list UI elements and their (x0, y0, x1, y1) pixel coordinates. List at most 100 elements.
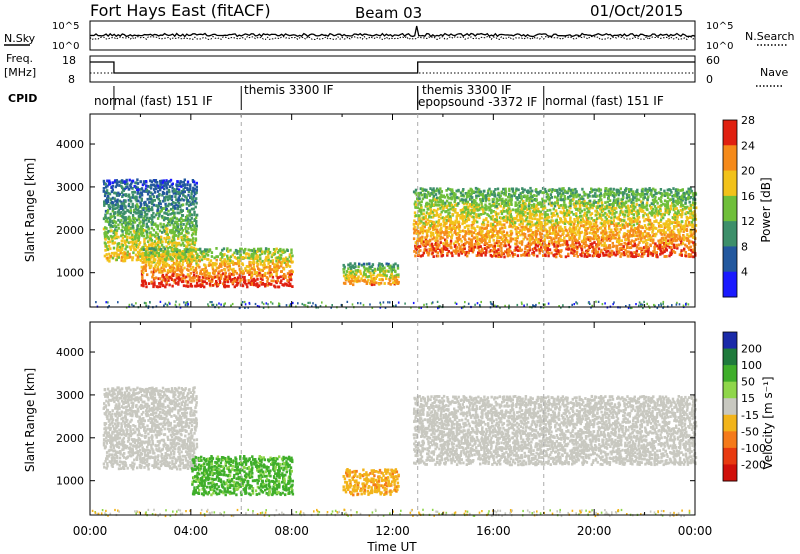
data-cell (151, 273, 155, 276)
data-cell (430, 220, 433, 223)
data-cell (372, 281, 376, 285)
data-cell (422, 240, 426, 244)
data-cell (174, 207, 177, 210)
data-cell (497, 248, 500, 251)
data-cell (513, 194, 516, 198)
data-cell (173, 252, 176, 256)
data-cell (141, 277, 144, 280)
data-cell (414, 247, 417, 250)
data-cell (432, 255, 435, 258)
data-cell (194, 199, 197, 203)
data-cell (166, 180, 169, 184)
data-cell (468, 245, 471, 249)
data-cell (431, 188, 434, 192)
data-cell (171, 263, 174, 267)
data-cell (198, 265, 201, 269)
data-cell (427, 207, 430, 211)
data-cell (131, 216, 135, 219)
data-cell (532, 203, 536, 206)
data-cell (394, 275, 397, 279)
data-cell (157, 252, 160, 255)
data-cell (349, 281, 352, 285)
data-cell (250, 279, 253, 282)
data-cell (124, 182, 127, 185)
data-cell (156, 181, 159, 184)
data-cell (384, 269, 387, 273)
data-cell (150, 223, 154, 226)
data-cell (122, 201, 126, 205)
data-cell (159, 222, 162, 226)
data-cell (478, 237, 482, 241)
data-cell (448, 215, 452, 218)
data-cell (431, 199, 434, 202)
data-cell (132, 219, 136, 222)
data-cell (494, 188, 497, 191)
data-cell (416, 243, 419, 247)
data-cell (158, 185, 162, 189)
data-cell (145, 188, 149, 192)
data-cell (387, 262, 390, 266)
data-cell (641, 226, 644, 230)
data-cell (394, 269, 397, 273)
data-cell (111, 205, 114, 209)
data-cell (436, 224, 440, 228)
data-cell (263, 265, 266, 269)
data-cell (108, 179, 111, 183)
data-cell (515, 232, 518, 236)
data-cell (160, 280, 163, 284)
data-cell (276, 256, 279, 260)
data-cell (238, 257, 242, 261)
data-cell (121, 255, 124, 259)
data-cell (366, 267, 369, 271)
data-cell (106, 258, 109, 262)
data-cell (451, 254, 454, 258)
data-cell (235, 271, 238, 275)
data-cell (143, 240, 146, 244)
data-cell (559, 225, 562, 229)
data-cell (138, 221, 141, 225)
data-cell (241, 256, 245, 259)
data-cell (237, 256, 240, 260)
data-cell (385, 274, 388, 278)
data-cell (464, 242, 467, 245)
data-cell (189, 283, 193, 286)
data-cell (429, 208, 433, 212)
data-cell (190, 279, 193, 283)
data-cell (181, 203, 185, 207)
data-cell (183, 276, 187, 280)
data-cell (190, 192, 193, 196)
data-cell (421, 189, 424, 192)
data-cell (145, 230, 149, 234)
data-cell (226, 278, 229, 282)
data-cell (452, 205, 455, 209)
data-cell (121, 233, 124, 237)
data-cell (143, 190, 146, 193)
cpid-label-2: themis 3300 IF (244, 83, 334, 97)
data-cell (426, 234, 429, 238)
data-cell (113, 204, 116, 207)
data-cell (587, 216, 590, 220)
data-cell (223, 273, 227, 277)
data-cell (562, 209, 566, 213)
data-cell (576, 218, 579, 222)
data-cell (459, 230, 462, 233)
data-cell (279, 249, 283, 253)
data-cell (143, 203, 146, 206)
data-cell (529, 186, 532, 190)
data-cell (479, 213, 483, 216)
data-cell (273, 252, 277, 255)
data-cell (447, 219, 450, 223)
data-cell (599, 216, 603, 220)
data-cell (111, 188, 114, 192)
data-cell (622, 245, 625, 248)
data-cell (157, 259, 160, 263)
data-cell (191, 240, 195, 243)
data-cell (427, 221, 430, 225)
data-cell (168, 223, 172, 227)
data-cell (279, 247, 282, 251)
data-cell (182, 280, 185, 283)
data-cell (147, 253, 151, 257)
data-cell (480, 226, 484, 230)
data-cell (159, 202, 162, 206)
